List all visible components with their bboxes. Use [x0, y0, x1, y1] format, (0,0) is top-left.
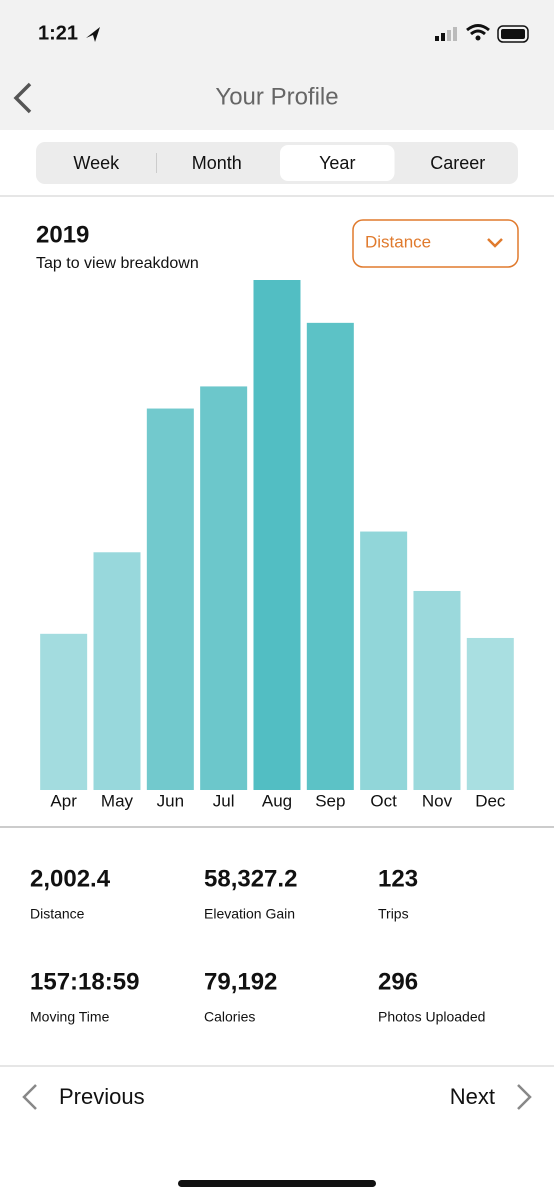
- x-tick-label: Oct: [370, 791, 397, 810]
- metric-dropdown[interactable]: [352, 219, 519, 268]
- stat-label: Moving Time: [30, 1009, 110, 1025]
- status-icons: [435, 24, 529, 43]
- bar[interactable]: [200, 386, 248, 790]
- page-title: Your Profile: [215, 83, 338, 110]
- tab[interactable]: Career: [430, 153, 485, 173]
- selected-tab: [280, 145, 395, 181]
- bar[interactable]: [93, 552, 141, 790]
- stat-label: Elevation Gain: [204, 906, 295, 922]
- x-tick-label: Jul: [213, 791, 235, 810]
- bar[interactable]: [360, 531, 408, 790]
- x-tick-label: Dec: [475, 791, 506, 810]
- segmented-control: [36, 142, 518, 184]
- tab[interactable]: Month: [192, 153, 242, 173]
- stat-label: Photos Uploaded: [378, 1009, 485, 1025]
- stat-value: 58,327.2: [204, 865, 297, 892]
- previous-button[interactable]: Previous: [59, 1084, 145, 1109]
- stat-value: 157:18:59: [30, 968, 139, 995]
- dropdown-chevron: [487, 238, 503, 248]
- previous-chevron: [22, 1084, 37, 1110]
- home-indicator: [178, 1180, 376, 1187]
- stat-label: Trips: [378, 906, 409, 922]
- hint: Tap to view breakdown: [36, 255, 199, 272]
- x-tick-label: Sep: [315, 791, 345, 810]
- x-tick-label: Jun: [157, 791, 184, 810]
- stat-value: 79,192: [204, 968, 277, 995]
- next-button[interactable]: Next: [450, 1084, 495, 1109]
- stat-value: 296: [378, 968, 418, 995]
- status-time: 1:21: [38, 22, 78, 44]
- metric-label: Distance: [365, 232, 431, 251]
- bar[interactable]: [146, 408, 194, 790]
- x-tick-label: Nov: [422, 791, 453, 810]
- bar[interactable]: [253, 280, 301, 790]
- bar[interactable]: [306, 322, 354, 790]
- x-tick-label: Apr: [50, 791, 77, 810]
- next-chevron: [517, 1084, 532, 1110]
- bar[interactable]: [40, 633, 88, 790]
- stat-value: 2,002.4: [30, 865, 111, 892]
- bar[interactable]: [466, 637, 514, 790]
- stat-label: Distance: [30, 906, 85, 922]
- bar[interactable]: [413, 590, 461, 790]
- stat-value: 123: [378, 865, 418, 892]
- x-tick-label: Aug: [262, 791, 292, 810]
- location-icon: [86, 27, 100, 42]
- x-tick-label: May: [101, 791, 134, 810]
- year-label: 2019: [36, 221, 89, 248]
- tab[interactable]: Week: [73, 153, 120, 173]
- back-button[interactable]: [13, 82, 32, 114]
- tab[interactable]: Year: [319, 153, 355, 173]
- stat-label: Calories: [204, 1009, 255, 1025]
- header-bg: [0, 0, 554, 130]
